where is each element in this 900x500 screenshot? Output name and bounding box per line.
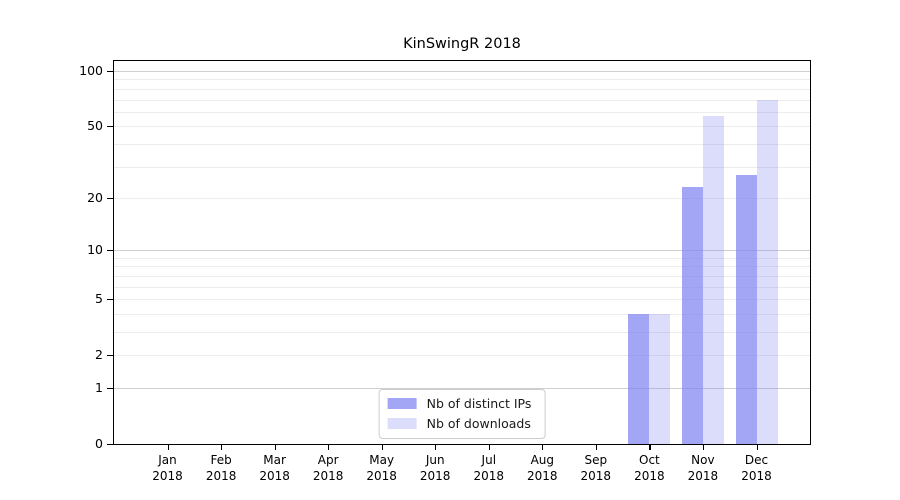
chart-title: KinSwingR 2018 [403,36,521,52]
x-axis-tick-feb [221,445,223,450]
bar-oct-distinct-ips [628,313,650,444]
y-axis-tick-20 [106,197,113,200]
x-axis-tick-oct [649,445,651,450]
legend-item-distinct-ips: Nb of distinct IPs [387,396,532,411]
bar-dec-downloads [756,99,778,444]
gridline-y-80 [114,88,810,90]
x-axis-tick-nov [702,445,705,450]
plot-area: Jan 2018 Feb 2018 Mar 2018 Apr 2018 May 2018 Jun 20… [79,60,811,483]
gridline-y-100 [114,71,810,72]
y-axis-label-50: 50 [87,118,103,134]
gridline-y-3 [114,332,810,333]
y-axis-tick-10 [106,250,113,252]
x-axis-label-jun: Jun 2018 [419,453,451,483]
gridline-y-6 [114,286,810,288]
y-axis-label-0: 0 [95,436,103,451]
gridline-y-4 [114,313,810,315]
gridline-y-90 [114,79,810,81]
gridline-y-20 [114,197,810,199]
y-axis-tick-2 [106,355,113,357]
legend-swatch-distinct-ips [387,398,417,409]
x-axis-tick-jan [167,445,169,450]
gridline-y-60 [114,111,810,113]
legend-label-distinct-ips: Nb of distinct IPs [426,396,532,411]
gridline-y-40 [114,143,810,145]
x-axis-label-dec: Dec 2018 [741,453,772,483]
y-axis-tick-1 [106,388,113,390]
y-axis-tick-100 [106,71,113,73]
y-axis-label-10: 10 [87,242,103,258]
bar-nov-distinct-ips [681,187,703,444]
legend-swatch-downloads [387,418,417,429]
x-axis-label-may: May 2018 [366,453,397,483]
x-axis-label-jan: Jan 2018 [152,453,183,483]
x-axis-label-jul: Jul 2018 [473,453,505,483]
y-axis-tick-5 [106,299,113,301]
x-axis-label-feb: Feb 2018 [205,453,237,483]
y-axis-label-1: 1 [95,380,103,395]
bar-oct-downloads [649,313,671,444]
y-axis-label-2: 2 [95,347,103,363]
gridline-y-8 [114,266,810,268]
gridline-y-50 [114,126,810,128]
gridline-y-1 [114,388,810,389]
x-axis-tick-jul [488,445,490,450]
gridline-y-9 [114,257,810,259]
legend-label-downloads: Nb of downloads [426,416,531,431]
gridline-y-7 [114,275,810,277]
x-axis-tick-aug [542,445,544,450]
legend: Nb of distinct IPs Nb of downloads [378,389,546,439]
x-axis-tick-dec [756,445,758,450]
y-axis-tick-0 [106,444,113,446]
x-axis-tick-may [381,445,383,450]
x-axis-label-oct: Oct 2018 [634,453,665,483]
gridline-y-30 [114,166,810,168]
legend-item-downloads: Nb of downloads [387,416,532,431]
y-axis-label-5: 5 [95,291,103,307]
x-axis-label-apr: Apr 2018 [312,453,344,483]
y-axis-label-20: 20 [87,189,103,205]
x-axis-tick-sep [595,445,597,450]
bar-nov-downloads [702,115,724,444]
y-axis-tick-50 [106,126,113,128]
y-axis-label-100: 100 [79,63,103,78]
gridline-y-5 [114,299,810,301]
x-axis-label-aug: Aug 2018 [527,453,558,483]
x-axis-label-sep: Sep 2018 [580,453,612,483]
x-axis-tick-apr [328,445,330,450]
x-axis-label-nov: Nov 2018 [687,453,719,483]
bar-dec-distinct-ips [735,174,757,444]
gridline-y-10 [114,250,810,252]
x-axis-tick-mar [274,445,276,450]
gridline-y-70 [114,99,810,101]
x-axis-label-mar: Mar 2018 [259,453,290,483]
gridline-y-2 [114,355,810,357]
x-axis-tick-jun [435,445,437,450]
